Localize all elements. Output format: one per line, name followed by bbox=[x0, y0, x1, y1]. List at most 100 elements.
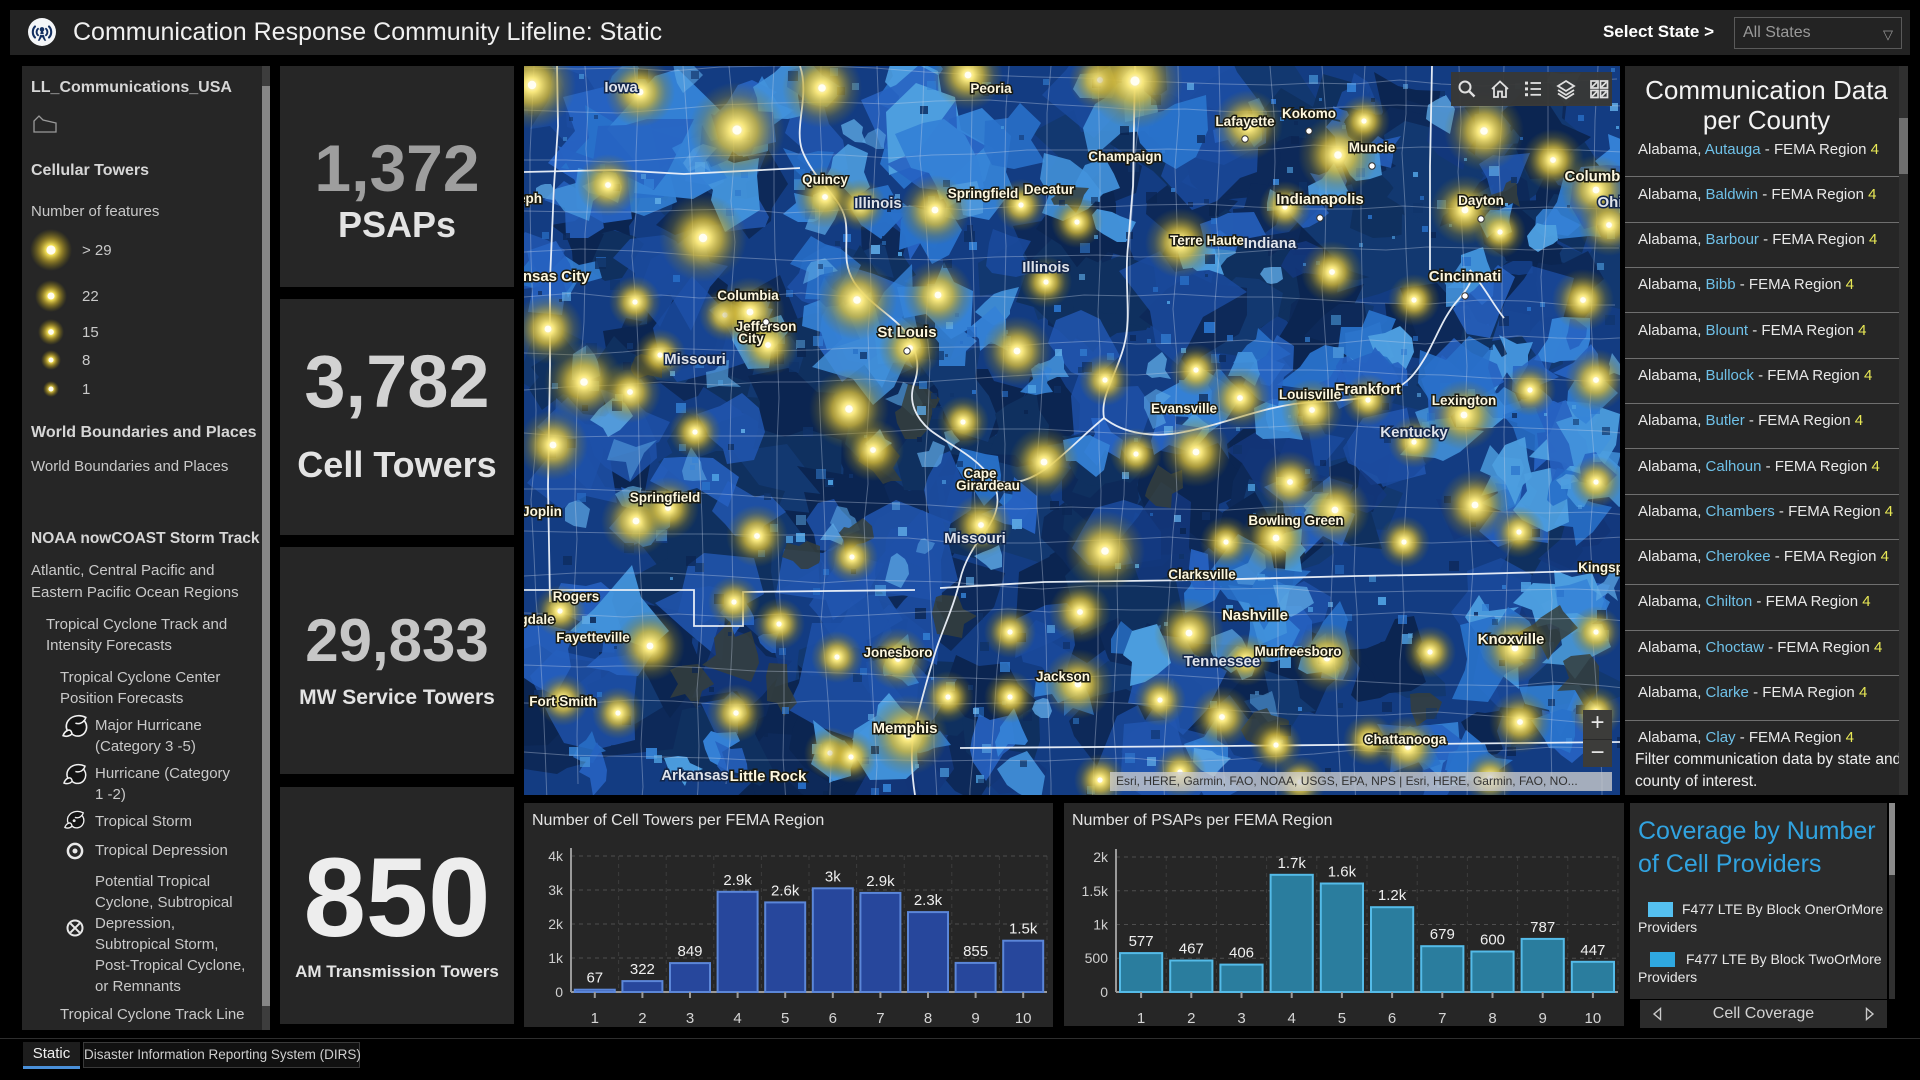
svg-text:Number of PSAPs per FEMA Regio: Number of PSAPs per FEMA Region bbox=[1072, 812, 1333, 829]
svg-text:eph: eph bbox=[524, 191, 542, 206]
svg-text:9: 9 bbox=[971, 1010, 979, 1027]
svg-text:2: 2 bbox=[1187, 1010, 1195, 1026]
svg-text:Springfield: Springfield bbox=[630, 490, 701, 505]
svg-text:2.9k: 2.9k bbox=[723, 872, 752, 889]
svg-text:Illinois: Illinois bbox=[854, 195, 902, 212]
svg-text:3: 3 bbox=[686, 1010, 694, 1027]
svg-text:Iowa: Iowa bbox=[604, 79, 638, 96]
svg-text:Indiana: Indiana bbox=[1244, 235, 1297, 252]
svg-text:St Louis: St Louis bbox=[877, 324, 936, 341]
svg-text:Kingsp: Kingsp bbox=[1578, 560, 1620, 575]
svg-text:1.5k: 1.5k bbox=[1009, 921, 1038, 938]
svg-text:5: 5 bbox=[781, 1010, 789, 1027]
svg-text:1.5k: 1.5k bbox=[1082, 883, 1109, 899]
svg-text:Louisville: Louisville bbox=[1279, 387, 1342, 402]
svg-text:849: 849 bbox=[677, 943, 702, 960]
svg-text:Dayton: Dayton bbox=[1458, 193, 1504, 208]
svg-text:6: 6 bbox=[829, 1010, 837, 1027]
svg-text:406: 406 bbox=[1229, 945, 1254, 962]
svg-text:Missouri: Missouri bbox=[944, 530, 1006, 547]
svg-text:500: 500 bbox=[1085, 950, 1109, 966]
svg-text:Peoria: Peoria bbox=[970, 81, 1012, 96]
svg-text:Columbu: Columbu bbox=[1565, 168, 1621, 185]
svg-text:Columbia: Columbia bbox=[717, 288, 779, 303]
svg-text:ansas City: ansas City bbox=[524, 268, 590, 285]
svg-text:679: 679 bbox=[1430, 926, 1455, 943]
svg-text:4: 4 bbox=[1288, 1010, 1296, 1026]
svg-text:Evansville: Evansville bbox=[1151, 401, 1218, 416]
svg-text:1: 1 bbox=[1137, 1010, 1145, 1026]
svg-text:Joplin: Joplin bbox=[524, 504, 562, 519]
svg-text:577: 577 bbox=[1129, 933, 1154, 950]
svg-text:Nashville: Nashville bbox=[1222, 607, 1288, 624]
svg-text:10: 10 bbox=[1585, 1010, 1602, 1026]
svg-text:3: 3 bbox=[1237, 1010, 1245, 1026]
svg-text:9: 9 bbox=[1539, 1010, 1547, 1026]
svg-text:Little Rock: Little Rock bbox=[730, 768, 807, 785]
svg-text:Lafayette: Lafayette bbox=[1215, 114, 1275, 129]
svg-text:Muncie: Muncie bbox=[1349, 140, 1396, 155]
svg-text:Terre Haute: Terre Haute bbox=[1170, 233, 1245, 248]
svg-text:Kokomo: Kokomo bbox=[1282, 106, 1336, 121]
svg-text:Bowling Green: Bowling Green bbox=[1248, 513, 1343, 528]
svg-text:Arkansas: Arkansas bbox=[661, 767, 729, 784]
svg-text:Lexington: Lexington bbox=[1432, 393, 1497, 408]
svg-text:Springfield: Springfield bbox=[948, 186, 1019, 201]
svg-text:1.6k: 1.6k bbox=[1328, 864, 1357, 881]
svg-text:Knoxville: Knoxville bbox=[1478, 631, 1545, 648]
svg-text:8: 8 bbox=[1488, 1010, 1496, 1026]
svg-text:4: 4 bbox=[733, 1010, 741, 1027]
svg-text:Illinois: Illinois bbox=[1022, 259, 1070, 276]
svg-text:Indianapolis: Indianapolis bbox=[1276, 191, 1364, 208]
svg-text:322: 322 bbox=[630, 961, 655, 978]
svg-text:Murfreesboro: Murfreesboro bbox=[1254, 644, 1341, 659]
svg-text:67: 67 bbox=[586, 970, 603, 987]
svg-text:gdale: gdale bbox=[524, 612, 555, 627]
svg-text:Fort Smith: Fort Smith bbox=[529, 694, 597, 709]
svg-text:Cincinnati: Cincinnati bbox=[1429, 268, 1502, 285]
svg-text:1k: 1k bbox=[548, 950, 564, 966]
svg-text:Tennessee: Tennessee bbox=[1184, 653, 1260, 670]
svg-text:Champaign: Champaign bbox=[1088, 149, 1162, 164]
svg-text:Number of Cell Towers per FEMA: Number of Cell Towers per FEMA Region bbox=[532, 812, 824, 829]
svg-text:2.6k: 2.6k bbox=[771, 882, 800, 899]
svg-text:7: 7 bbox=[1438, 1010, 1446, 1026]
svg-text:Chattanooga: Chattanooga bbox=[1364, 732, 1447, 747]
svg-text:Fayetteville: Fayetteville bbox=[556, 630, 630, 645]
svg-text:Jefferson: Jefferson bbox=[736, 319, 797, 334]
svg-text:Quincy: Quincy bbox=[802, 172, 848, 187]
svg-text:Ohi: Ohi bbox=[1598, 194, 1621, 211]
svg-text:1: 1 bbox=[591, 1010, 599, 1027]
svg-text:1k: 1k bbox=[1093, 917, 1109, 933]
svg-text:7: 7 bbox=[876, 1010, 884, 1027]
svg-text:City: City bbox=[738, 331, 764, 346]
svg-text:787: 787 bbox=[1530, 919, 1555, 936]
svg-text:1.7k: 1.7k bbox=[1278, 855, 1307, 872]
svg-text:Kentucky: Kentucky bbox=[1380, 424, 1448, 441]
svg-text:1.2k: 1.2k bbox=[1378, 887, 1407, 904]
svg-text:5: 5 bbox=[1338, 1010, 1346, 1026]
svg-text:Frankfort: Frankfort bbox=[1335, 381, 1401, 398]
svg-text:4k: 4k bbox=[548, 848, 564, 864]
svg-text:Jonesboro: Jonesboro bbox=[863, 645, 932, 660]
svg-text:2k: 2k bbox=[548, 916, 564, 932]
svg-text:0: 0 bbox=[1100, 984, 1108, 1000]
svg-text:Missouri: Missouri bbox=[664, 351, 726, 368]
svg-text:2k: 2k bbox=[1093, 849, 1109, 865]
svg-text:Cape: Cape bbox=[963, 466, 997, 481]
svg-text:Jackson: Jackson bbox=[1036, 669, 1090, 684]
svg-text:6: 6 bbox=[1388, 1010, 1396, 1026]
svg-text:Memphis: Memphis bbox=[872, 720, 937, 737]
svg-text:3k: 3k bbox=[825, 868, 841, 885]
svg-text:855: 855 bbox=[963, 943, 988, 960]
svg-text:Decatur: Decatur bbox=[1024, 182, 1075, 197]
svg-text:2.3k: 2.3k bbox=[914, 892, 943, 909]
svg-text:Clarksville: Clarksville bbox=[1168, 567, 1236, 582]
svg-text:Girardeau: Girardeau bbox=[956, 478, 1020, 493]
svg-text:3k: 3k bbox=[548, 882, 564, 898]
svg-text:447: 447 bbox=[1580, 942, 1605, 959]
svg-text:467: 467 bbox=[1179, 941, 1204, 958]
svg-text:2: 2 bbox=[638, 1010, 646, 1027]
svg-text:0: 0 bbox=[555, 984, 563, 1000]
svg-text:8: 8 bbox=[924, 1010, 932, 1027]
